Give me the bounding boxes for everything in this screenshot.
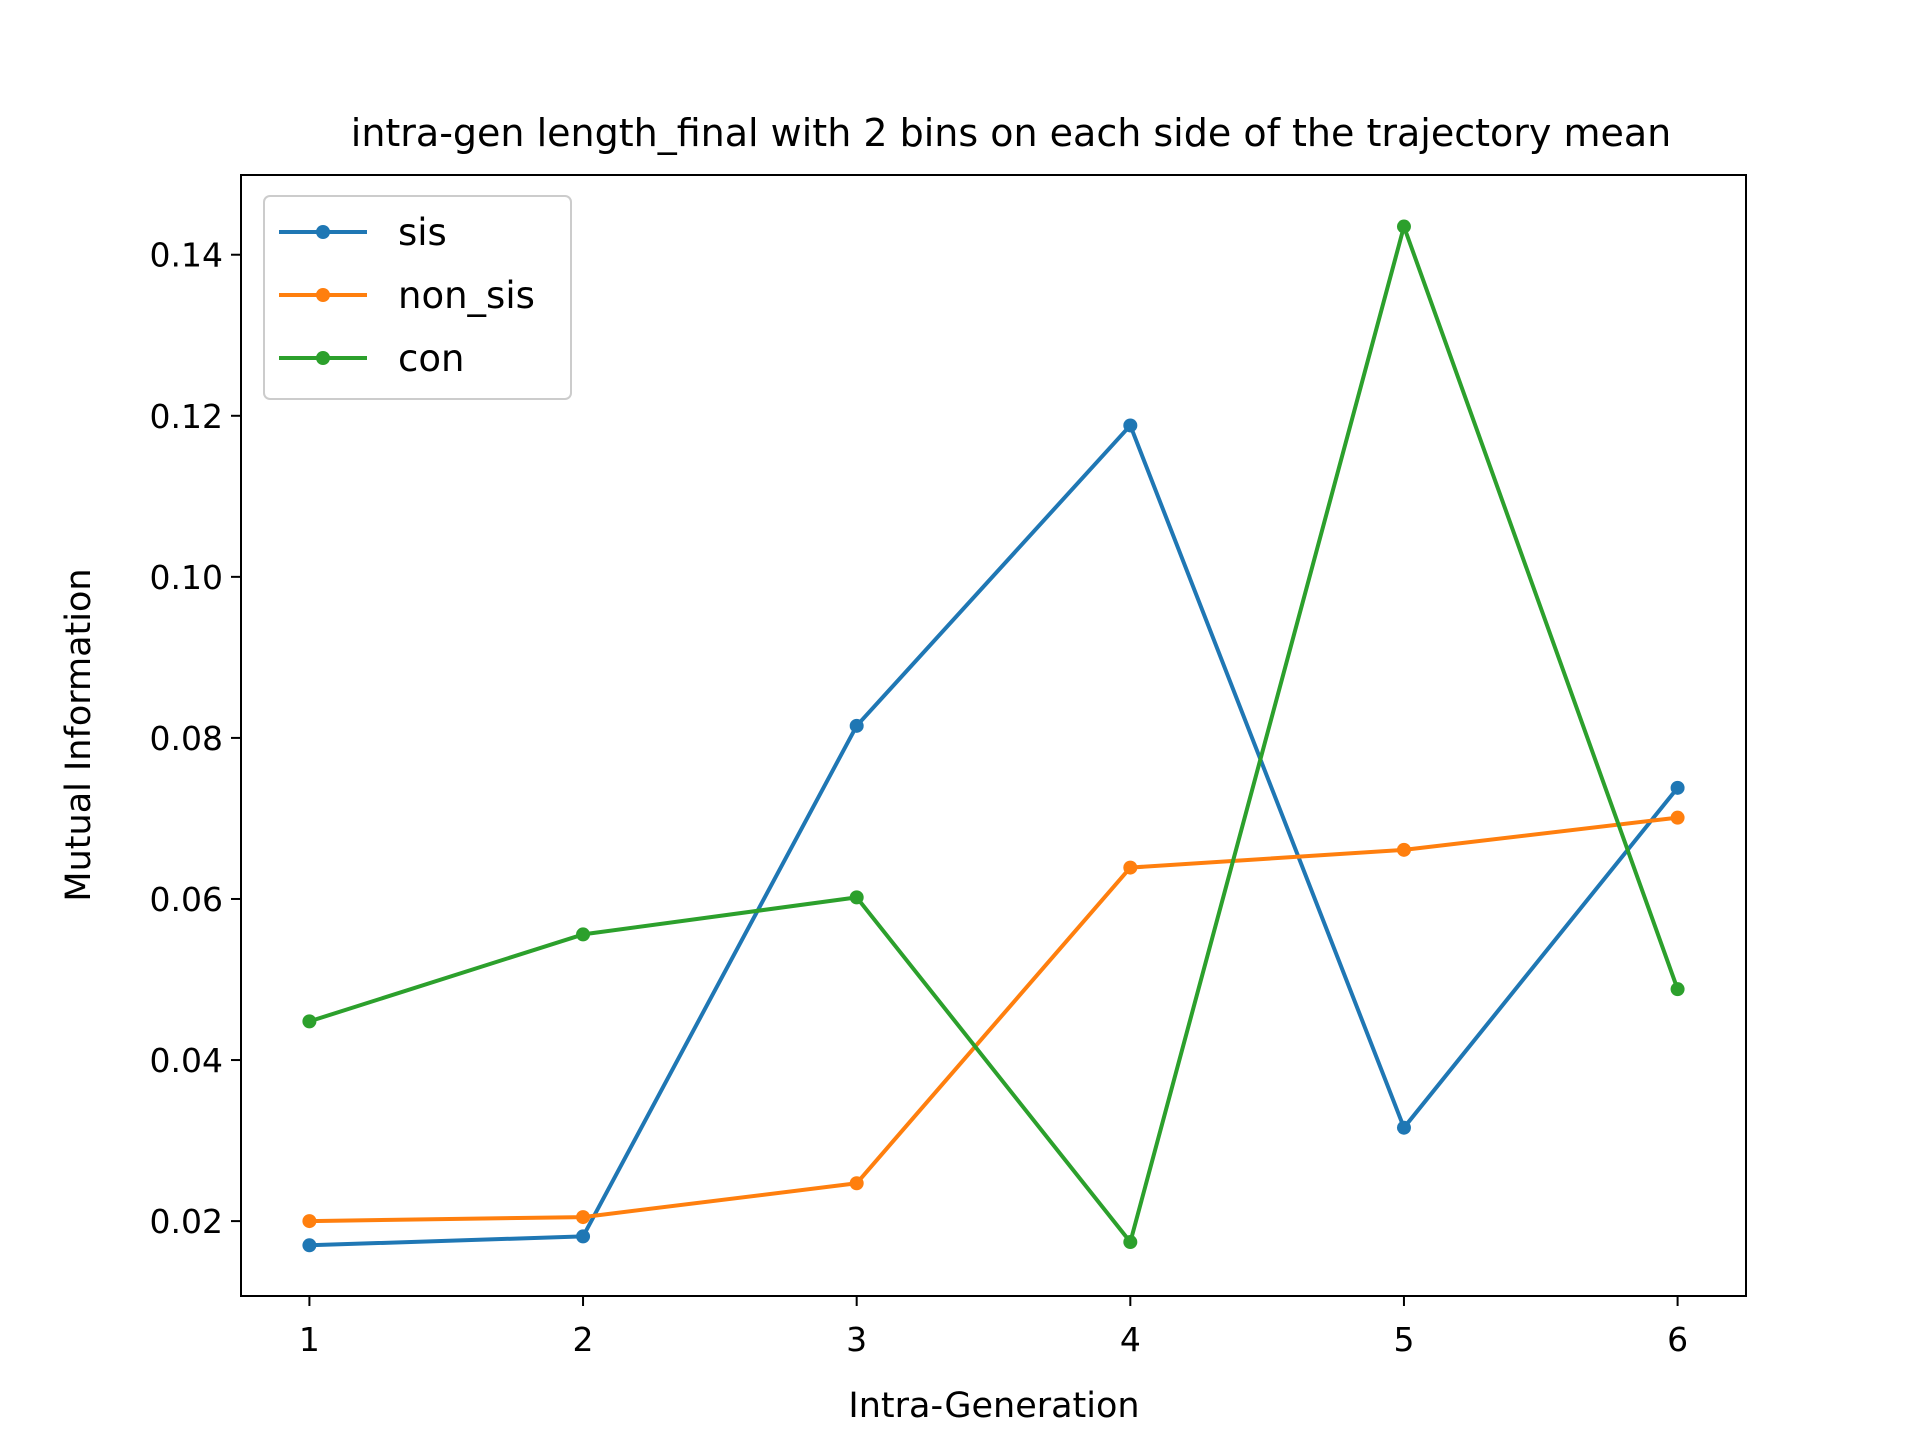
data-point: [1670, 982, 1685, 997]
y-tick-label: 0.10: [150, 558, 223, 597]
y-axis-ticks: 0.02 0.04 0.06 0.08 0.10 0.12 0.14: [150, 236, 241, 1241]
x-tick-label: 5: [1393, 1320, 1414, 1359]
data-point: [1123, 1235, 1138, 1250]
y-tick-label: 0.12: [150, 397, 223, 436]
x-tick-label: 3: [846, 1320, 867, 1359]
data-point: [849, 718, 864, 733]
series-layer: [302, 219, 1685, 1253]
data-point: [302, 1238, 317, 1253]
x-tick-label: 6: [1667, 1320, 1688, 1359]
series-line: [309, 423, 1680, 1248]
x-tick-label: 4: [1120, 1320, 1141, 1359]
series-sis: [302, 418, 1685, 1253]
series-line: [308, 224, 1680, 1245]
y-tick-label: 0.06: [150, 880, 223, 919]
data-point: [576, 927, 591, 942]
legend-item: sis: [279, 211, 447, 254]
series-line: [309, 815, 1678, 1224]
data-point: [1123, 860, 1138, 875]
y-tick-label: 0.14: [150, 236, 223, 275]
legend-item: non_sis: [279, 274, 535, 317]
legend-label: con: [398, 337, 464, 380]
x-axis-ticks: 1 2 3 4 5 6: [299, 1296, 1688, 1359]
y-axis-label: Mutual Information: [59, 568, 99, 901]
data-point: [576, 1210, 591, 1225]
x-tick-label: 2: [573, 1320, 594, 1359]
legend-marker: [316, 225, 330, 239]
legend-label: non_sis: [398, 274, 535, 317]
data-point: [302, 1014, 317, 1029]
data-point: [1396, 842, 1411, 857]
plot-area-frame: [240, 174, 1747, 1297]
x-axis-label: Intra-Generation: [848, 1386, 1139, 1426]
data-point: [1670, 780, 1685, 795]
y-tick-label: 0.08: [150, 719, 223, 758]
series-con: [302, 219, 1685, 1250]
y-tick-label: 0.02: [150, 1202, 223, 1241]
data-point: [1123, 418, 1138, 433]
data-point: [1396, 219, 1411, 234]
y-tick-label: 0.04: [150, 1041, 223, 1080]
data-point: [1670, 810, 1685, 825]
legend-marker: [316, 351, 330, 365]
legend-box: [263, 195, 572, 400]
x-tick-label: 1: [299, 1320, 320, 1359]
legend-item: con: [279, 337, 464, 380]
legend-label: sis: [398, 211, 447, 254]
data-point: [849, 1176, 864, 1191]
chart-title: intra-gen length_final with 2 bins on ea…: [351, 111, 1671, 155]
series-non-sis: [302, 810, 1685, 1229]
data-point: [302, 1214, 317, 1229]
data-point: [849, 890, 864, 905]
legend-marker: [316, 288, 330, 302]
data-point: [1396, 1120, 1411, 1135]
data-point: [576, 1229, 591, 1244]
